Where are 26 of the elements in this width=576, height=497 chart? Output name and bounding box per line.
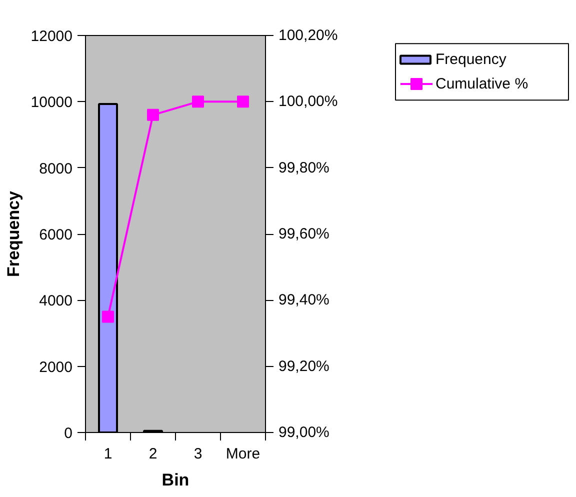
x-tick-label: 1 xyxy=(104,446,112,462)
legend-label: Frequency xyxy=(436,51,507,68)
y-tick-label: 10000 xyxy=(30,94,73,112)
y-tick-label: 4000 xyxy=(39,292,73,310)
point xyxy=(237,96,249,108)
y2-tick-label: 99,60% xyxy=(278,226,330,242)
point xyxy=(147,108,159,121)
y2-tick-label: 99,80% xyxy=(278,159,330,176)
legend-label: Cumulative % xyxy=(436,75,528,92)
y-tick-label: 12000 xyxy=(30,28,73,45)
point xyxy=(192,96,204,108)
y2-tick-label: 100,00% xyxy=(278,93,338,110)
x-axis-title: Bin xyxy=(162,470,190,490)
y2-tick-label: 99,20% xyxy=(278,358,330,375)
y2-tick-label: 99,00% xyxy=(278,424,330,441)
y-tick-label: 0 xyxy=(64,425,72,442)
x-tick-label: More xyxy=(226,446,260,462)
y2-tick-label: 100,20% xyxy=(278,27,338,44)
y-tick-label: 8000 xyxy=(39,160,73,178)
x-tick-label: 2 xyxy=(148,446,158,462)
y2-tick-label: 99,40% xyxy=(278,292,330,309)
point xyxy=(102,310,114,323)
x-tick-label: 3 xyxy=(194,446,202,462)
y-tick-label: 2000 xyxy=(39,358,73,376)
y-axis-title: Frequency xyxy=(4,190,23,277)
y-tick-label: 6000 xyxy=(39,226,73,244)
